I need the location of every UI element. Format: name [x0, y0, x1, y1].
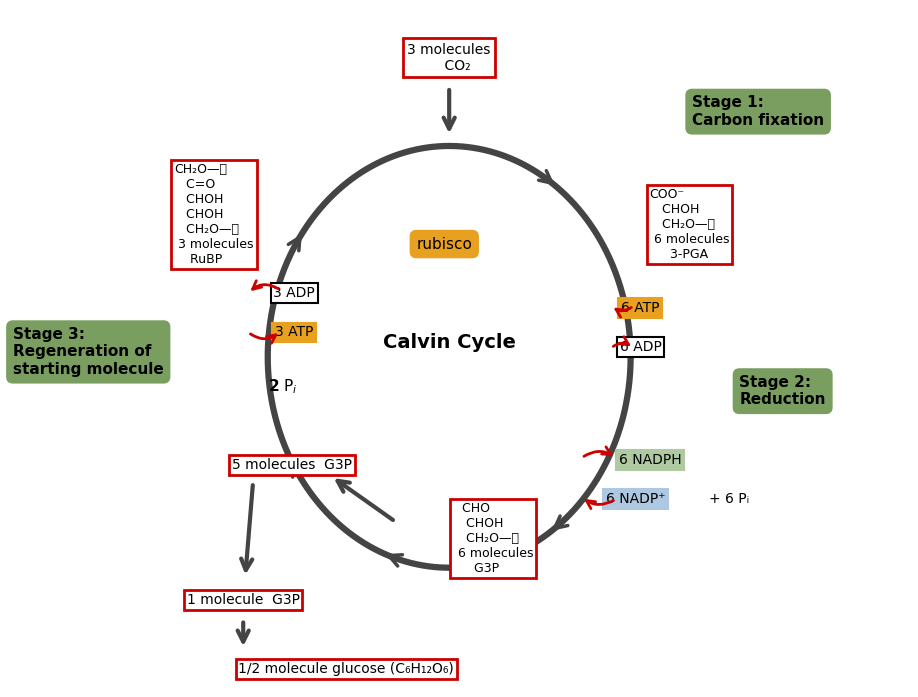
Text: 6 ADP: 6 ADP — [620, 340, 661, 354]
Text: Calvin Cycle: Calvin Cycle — [383, 332, 516, 351]
Text: CHO
   CHOH
   CH₂O—Ⓟ
 6 molecules
     G3P: CHO CHOH CH₂O—Ⓟ 6 molecules G3P — [453, 502, 533, 575]
Text: $\bf{2}$ P$_i$: $\bf{2}$ P$_i$ — [268, 377, 297, 396]
Text: 6 NADPH: 6 NADPH — [619, 453, 681, 467]
Text: 3 ADP: 3 ADP — [274, 286, 315, 300]
Text: 5 molecules  G3P: 5 molecules G3P — [232, 458, 353, 472]
Text: Stage 1:
Carbon fixation: Stage 1: Carbon fixation — [692, 95, 824, 128]
Text: Stage 3:
Regeneration of
starting molecule: Stage 3: Regeneration of starting molecu… — [13, 327, 163, 377]
Text: CH₂O—Ⓟ
   C=O
   CHOH
   CHOH
   CH₂O—Ⓟ
 3 molecules
    RuBP: CH₂O—Ⓟ C=O CHOH CHOH CH₂O—Ⓟ 3 molecules … — [174, 163, 253, 266]
Text: + 6 Pᵢ: + 6 Pᵢ — [709, 492, 749, 506]
Text: 6 NADP⁺: 6 NADP⁺ — [606, 492, 666, 506]
Text: Stage 2:
Reduction: Stage 2: Reduction — [739, 375, 826, 407]
Text: 3 ATP: 3 ATP — [275, 325, 313, 339]
Text: 3 molecules
    CO₂: 3 molecules CO₂ — [408, 43, 491, 72]
Text: 1/2 molecule glucose (C₆H₁₂O₆): 1/2 molecule glucose (C₆H₁₂O₆) — [239, 661, 454, 675]
Text: 1 molecule  G3P: 1 molecule G3P — [186, 593, 299, 607]
Text: 6 ATP: 6 ATP — [621, 301, 660, 315]
Text: rubisco: rubisco — [417, 236, 472, 252]
Text: COO⁻
   CHOH
   CH₂O—Ⓟ
 6 molecules
     3-PGA: COO⁻ CHOH CH₂O—Ⓟ 6 molecules 3-PGA — [650, 188, 729, 261]
